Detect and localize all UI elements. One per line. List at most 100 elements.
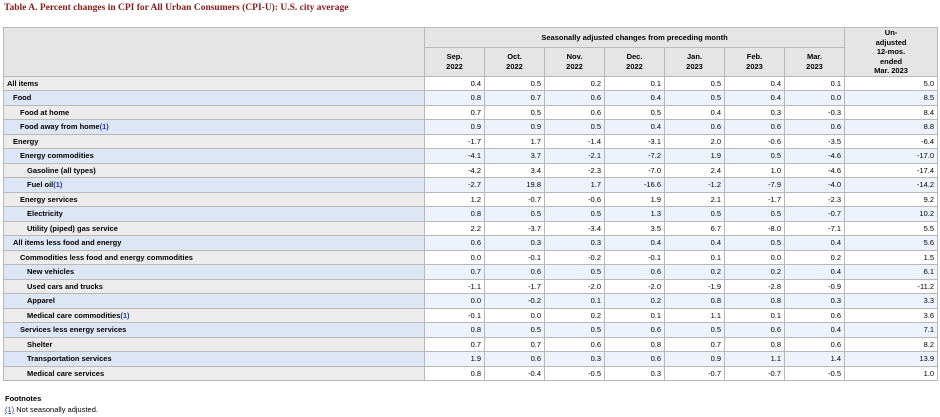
value-cell: 0.8 [664, 293, 725, 309]
table-row: Energy services 1.2 -0.7 -0.6 1.9 2.1 -1.7 -2.3… [3, 191, 939, 207]
footnote-1-link[interactable]: (1) [5, 405, 15, 414]
value-cell: -1.1 [424, 278, 485, 294]
table-row: Apparel 0.0 -0.2 0.1 0.2 0.8 0.8 0.3 3.3 [3, 293, 939, 309]
row-label: Energy services [3, 191, 425, 207]
value-cell: 10.2 [844, 206, 939, 222]
value-cell: 0.4 [724, 90, 785, 106]
row-label: New vehicles [3, 264, 425, 280]
value-cell: 1.3 [604, 206, 665, 222]
value-cell: 0.7 [484, 90, 545, 106]
table-row: Shelter 0.7 0.7 0.6 0.8 0.7 0.8 0.6 8.2 [3, 336, 939, 352]
table-row: Fuel oil(1) -2.7 19.8 1.7 -16.6 -1.2 -7.9 -4.0-… [3, 177, 939, 193]
value-cell: 1.4 [783, 351, 846, 367]
value-cell: 0.9 [424, 119, 485, 135]
value-cell: 0.5 [724, 235, 785, 251]
row-label: Commodities less food and energy commodi… [3, 249, 425, 265]
footnote-ref-link[interactable]: (1) [99, 122, 109, 132]
value-cell: -3.5 [783, 133, 846, 149]
footnote-1: (1) Not seasonally adjusted. [5, 404, 98, 415]
value-cell: 0.4 [783, 235, 846, 251]
value-cell: -2.3 [544, 162, 605, 178]
table-row: Energy commodities -4.1 3.7 -2.1 -7.2 1.9 0.5-… [3, 148, 939, 164]
value-cell: 0.9 [484, 119, 545, 135]
value-cell: -0.6 [544, 191, 605, 207]
row-label: Electricity [3, 206, 425, 222]
value-cell: 0.0 [783, 90, 846, 106]
value-cell: 0.5 [484, 75, 545, 91]
value-cell: 0.4 [424, 75, 485, 91]
cpi-table: Seasonally adjusted changes from precedi… [3, 26, 939, 381]
footnotes: Footnotes (1) Not seasonally adjusted. [5, 393, 98, 415]
value-cell: 0.4 [783, 322, 846, 338]
value-cell: 0.6 [484, 264, 545, 280]
value-cell: 0.2 [783, 249, 846, 265]
value-cell: 0.4 [664, 104, 725, 120]
value-cell: 0.1 [664, 249, 725, 265]
row-label: Shelter [3, 336, 425, 352]
value-cell: -0.4 [484, 365, 545, 381]
value-cell: 5.5 [844, 220, 939, 236]
value-cell: 0.5 [544, 264, 605, 280]
table-row: Used cars and trucks -1.1 -1.7 -2.0 -2.0 -1.9… [3, 278, 939, 294]
value-cell: -11.2 [844, 278, 939, 294]
value-cell: -3.4 [544, 220, 605, 236]
value-cell: 0.9 [664, 351, 725, 367]
value-cell: -7.0 [604, 162, 665, 178]
value-cell: 3.5 [604, 220, 665, 236]
value-cell: -6.4 [844, 133, 939, 149]
value-cell: -0.7 [664, 365, 725, 381]
value-cell: 0.1 [604, 307, 665, 323]
row-label: Medical care commodities(1) [3, 307, 425, 323]
month-header: Sep. 2022 [424, 47, 485, 77]
value-cell: -17.4 [844, 162, 939, 178]
table-row: Food 0.8 0.7 0.6 0.4 0.5 0.4 0.0 8.5 [3, 90, 939, 106]
value-cell: 0.3 [484, 235, 545, 251]
value-cell: -0.7 [783, 206, 846, 222]
value-cell: -1.7 [484, 278, 545, 294]
value-cell: 0.1 [604, 75, 665, 91]
value-cell: 0.1 [724, 307, 785, 323]
value-cell: 0.4 [604, 235, 665, 251]
row-label: Energy [3, 133, 425, 149]
footnote-1-text: Not seasonally adjusted. [14, 405, 98, 414]
value-cell: 5.0 [844, 75, 939, 91]
value-cell: 0.5 [724, 206, 785, 222]
value-cell: 3.6 [844, 307, 939, 323]
value-cell: 9.2 [844, 191, 939, 207]
value-cell: 0.2 [544, 307, 605, 323]
value-cell: -0.6 [724, 133, 785, 149]
footnote-ref-link[interactable]: (1) [53, 180, 63, 190]
value-cell: 0.7 [424, 336, 485, 352]
value-cell: 1.9 [664, 148, 725, 164]
row-label: Food [3, 90, 425, 106]
value-cell: 1.0 [724, 162, 785, 178]
value-cell: 0.5 [544, 322, 605, 338]
value-cell: -1.7 [724, 191, 785, 207]
month-header: Mar. 2023 [783, 47, 846, 77]
value-cell: -8.0 [724, 220, 785, 236]
value-cell: 0.6 [604, 264, 665, 280]
value-cell: 0.5 [664, 322, 725, 338]
value-cell: 0.4 [664, 235, 725, 251]
value-cell: -2.8 [724, 278, 785, 294]
value-cell: 0.8 [604, 336, 665, 352]
value-cell: 13.9 [844, 351, 939, 367]
value-cell: 0.6 [783, 119, 846, 135]
value-cell: -1.7 [424, 133, 485, 149]
footnote-ref-link[interactable]: (1) [120, 310, 130, 320]
value-cell: -2.1 [544, 148, 605, 164]
value-cell: 0.0 [484, 307, 545, 323]
value-cell: 1.7 [484, 133, 545, 149]
value-cell: -0.5 [544, 365, 605, 381]
value-cell: 2.4 [664, 162, 725, 178]
value-cell: 0.6 [544, 90, 605, 106]
value-cell: 0.1 [783, 75, 846, 91]
value-cell: 0.3 [783, 293, 846, 309]
value-cell: -14.2 [844, 177, 939, 193]
value-cell: 8.4 [844, 104, 939, 120]
value-cell: -7.9 [724, 177, 785, 193]
value-cell: 1.9 [424, 351, 485, 367]
table-caption: Table A. Percent changes in CPI for All … [4, 3, 349, 13]
value-cell: -0.2 [544, 249, 605, 265]
value-cell: -7.1 [783, 220, 846, 236]
